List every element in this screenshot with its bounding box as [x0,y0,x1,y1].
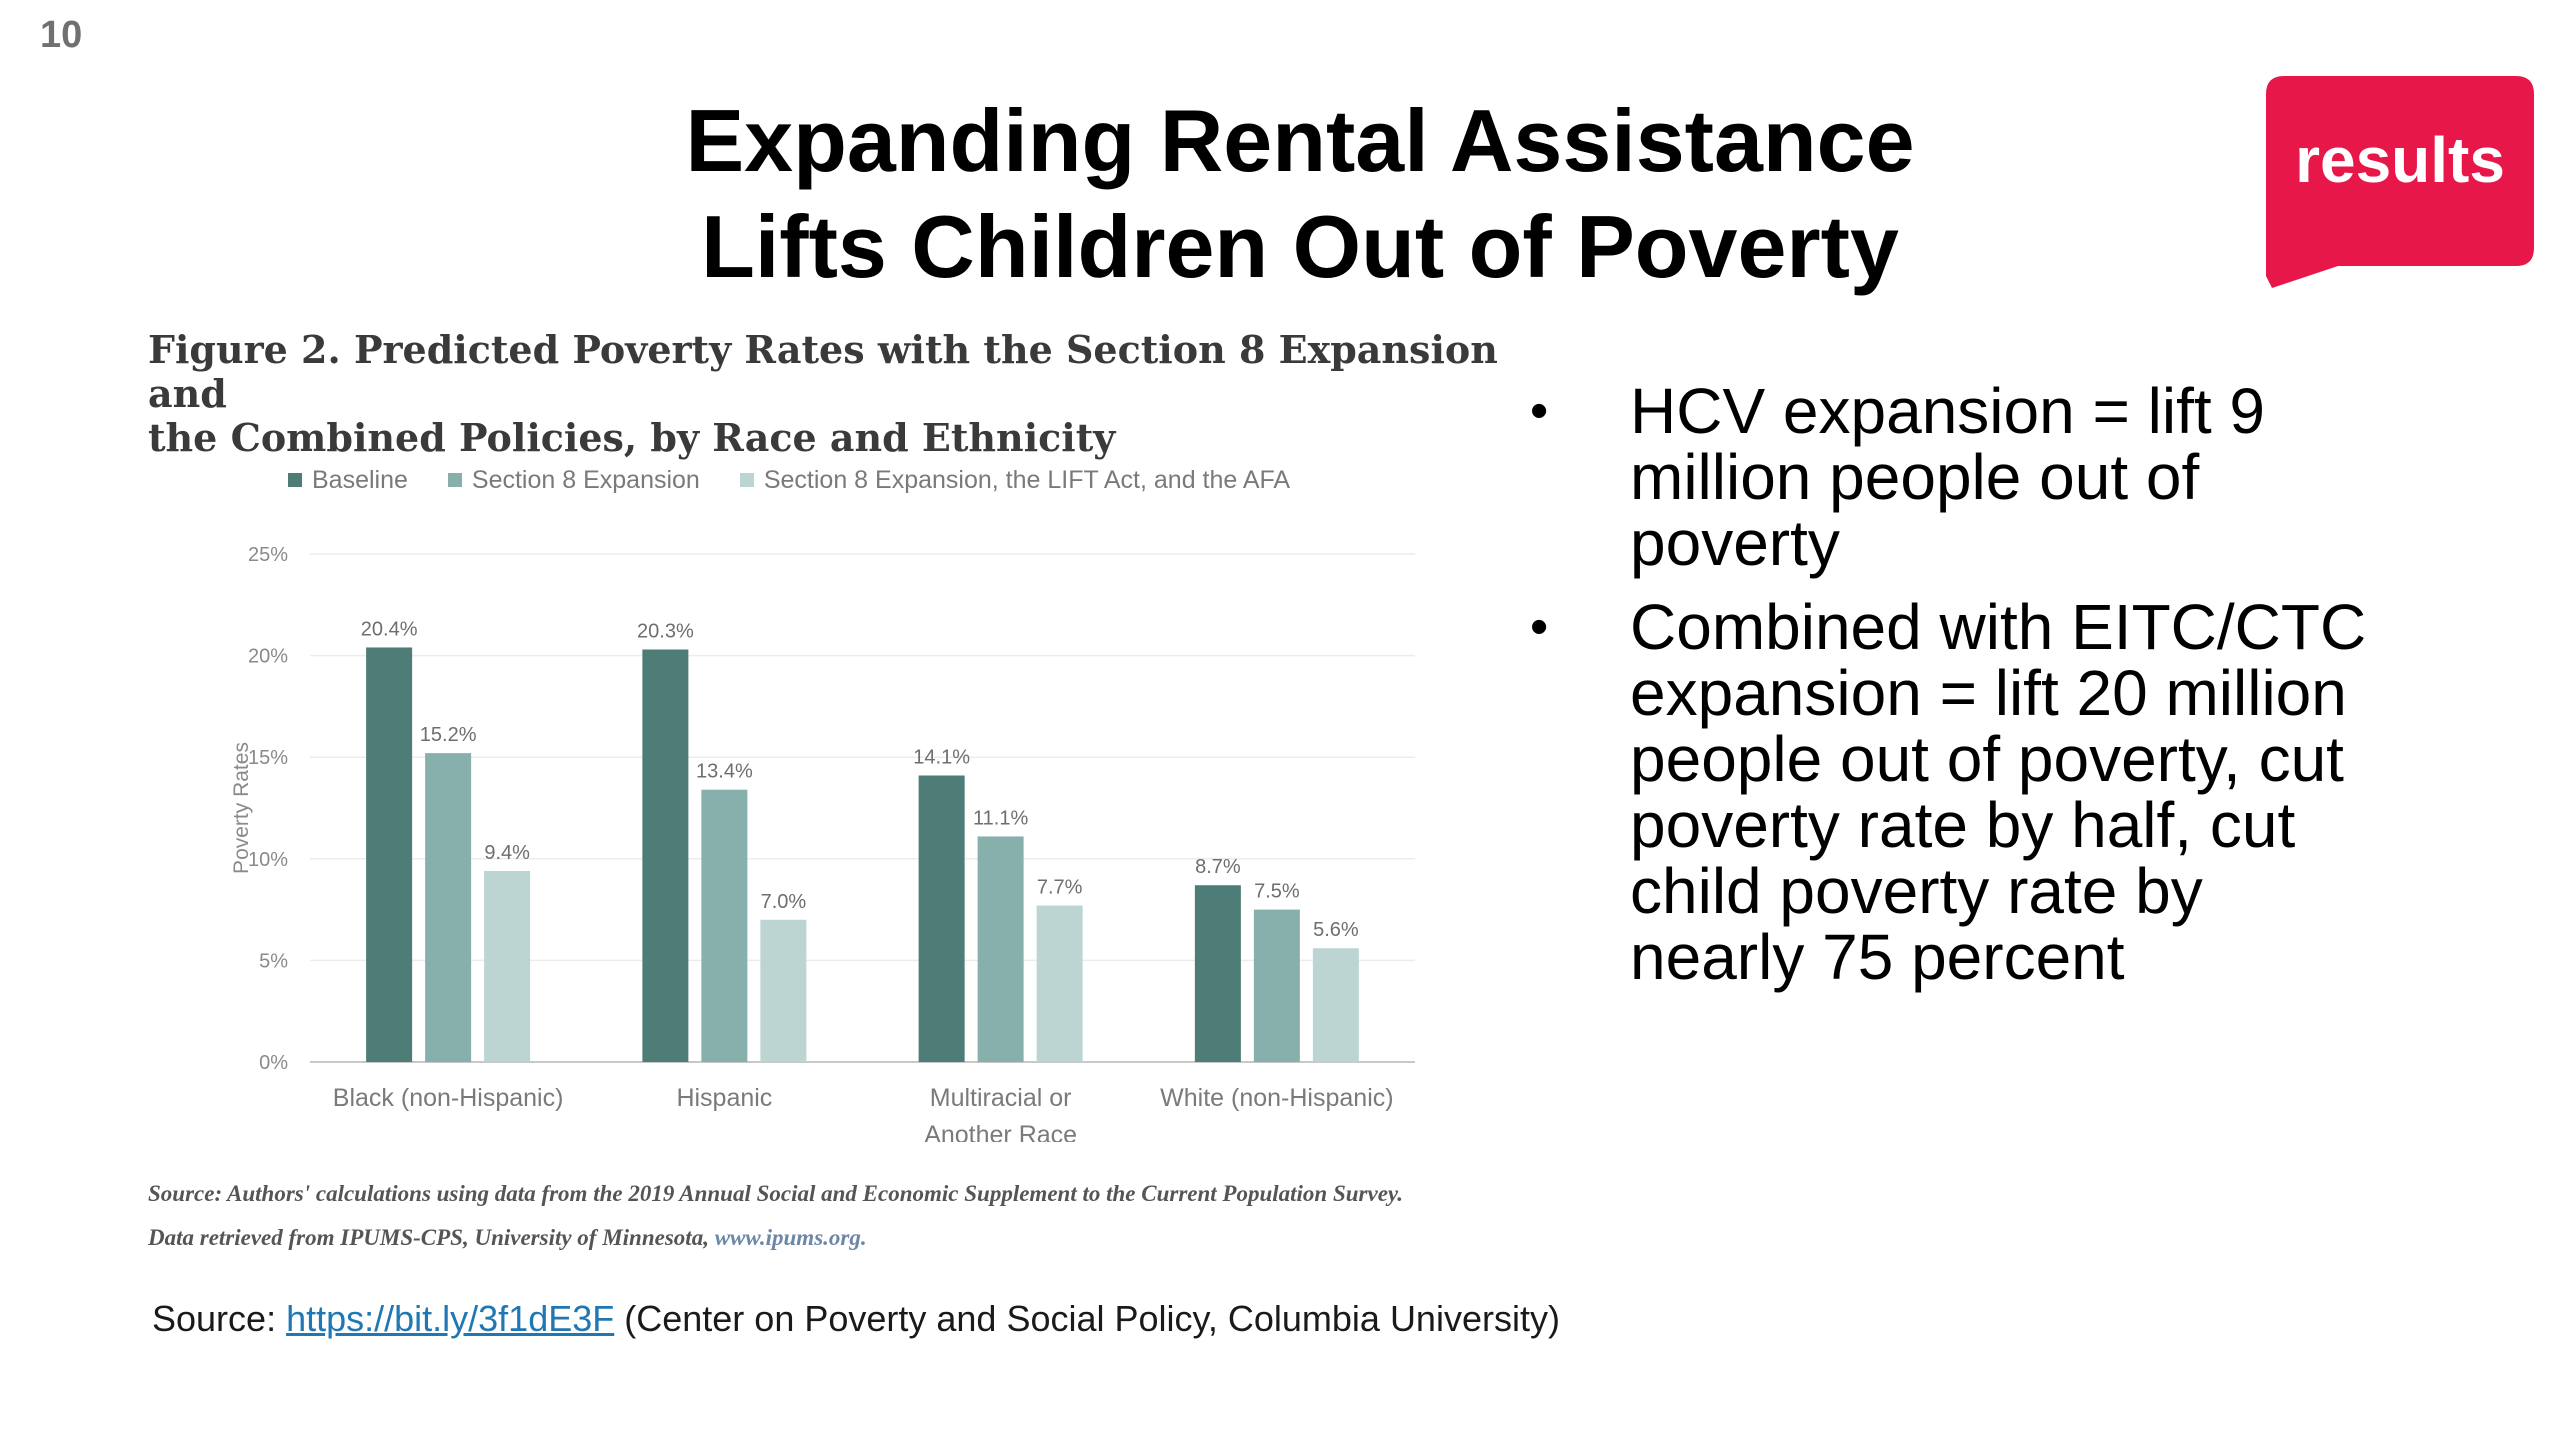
y-tick-label: 20% [248,646,288,668]
bar [701,789,748,1062]
figure-source-note: Source: Authors' calculations using data… [148,1172,1548,1260]
legend-item-section8: Section 8 Expansion [447,465,700,495]
figure-source-text-1: Authors' calculations using data from th… [222,1181,1404,1206]
bar [1036,905,1083,1062]
bar-value-label: 11.1% [973,807,1028,829]
bar [642,649,689,1062]
source-suffix: (Center on Poverty and Social Policy, Co… [614,1298,1560,1339]
results-logo: results [2266,76,2534,288]
slide-source: Source: https://bit.ly/3f1dE3F (Center o… [152,1298,1560,1340]
bar [484,870,531,1062]
bar [977,836,1024,1062]
y-tick-label: 0% [259,1052,288,1074]
legend-swatch-combined [739,473,754,487]
results-logo-text: results [2295,124,2505,196]
title-line-2: Lifts Children Out of Poverty [701,197,1899,296]
legend-swatch-baseline [288,473,302,487]
source-link[interactable]: https://bit.ly/3f1dE3F [286,1298,615,1339]
slide-number: 10 [40,14,83,56]
bullet-dot: • [1530,598,1549,656]
title-line-1: Expanding Rental Assistance [685,91,1915,190]
bar [918,775,965,1062]
bullet-text: HCV expansion = lift 9 million people ou… [1630,375,2265,579]
figure-source-text-2: Data retrieved from IPUMS-CPS, Universit… [148,1225,715,1250]
figure-source-label: Source: [148,1181,223,1206]
y-tick-label: 25% [248,544,288,566]
bar [366,647,413,1062]
bullet-item: • HCV expansion = lift 9 million people o… [1520,378,2380,576]
legend-label-combined: Section 8 Expansion, the LIFT Act, and t… [763,465,1291,494]
bullet-text: Combined with EITC/CTC expansion = lift … [1630,591,2367,993]
bar [760,919,807,1062]
chart-legend: Baseline Section 8 Expansion Section 8 E… [288,462,1290,498]
figure-source-line-1: Source: Authors' calculations using data… [148,1172,1548,1216]
source-label: Source: [152,1298,287,1339]
slide-title: Expanding Rental Assistance Lifts Childr… [560,88,2040,300]
y-tick-label: 15% [248,747,288,769]
bar-value-label: 7.0% [761,891,807,913]
bar-value-label: 14.1% [913,746,970,768]
bar-value-label: 20.4% [361,618,418,640]
bar-value-label: 9.4% [484,842,530,864]
figure-caption: Figure 2. Predicted Poverty Rates with t… [148,328,1528,460]
y-axis-label: Poverty Rates [230,742,253,874]
results-logo-graphic: results [2266,76,2534,288]
bar [1312,948,1359,1062]
legend-label-section8: Section 8 Expansion [471,465,700,494]
bar-value-label: 5.6% [1313,919,1359,941]
bar [1253,909,1300,1062]
bar-value-label: 20.3% [637,621,694,643]
figure-source-line-2: Data retrieved from IPUMS-CPS, Universit… [148,1216,1548,1260]
legend-label-baseline: Baseline [312,465,408,494]
bullet-dot: • [1530,382,1549,440]
y-tick-label: 5% [259,950,288,972]
bar-value-label: 8.7% [1195,856,1241,878]
figure-caption-line-1: Figure 2. Predicted Poverty Rates with t… [148,327,1498,416]
bullet-list: • HCV expansion = lift 9 million people o… [1520,378,2380,1008]
figure-caption-line-2: the Combined Policies, by Race and Ethni… [148,415,1116,460]
legend-swatch-section8 [447,473,462,487]
x-category-label: Multiracial or [930,1084,1072,1112]
figure-source-url: www.ipums.org. [714,1225,867,1250]
y-tick-label: 10% [248,849,288,871]
bar [1194,885,1241,1062]
bullet-item: • Combined with EITC/CTC expansion = lift… [1520,594,2380,990]
legend-item-baseline: Baseline [288,466,408,495]
figure-image: Figure 2. Predicted Poverty Rates with t… [140,322,1520,1262]
bar-value-label: 7.5% [1254,881,1300,903]
bar [425,753,472,1062]
x-category-label: Another Race [924,1121,1077,1142]
x-category-label: Hispanic [676,1084,772,1112]
poverty-rate-bar-chart: 0% 5% 10% 15% 20% 25% Poverty Rates 20.4% 15.2% 9… [230,544,1415,1142]
x-category-label: White (non-Hispanic) [1160,1084,1393,1112]
x-category-label: Black (non-Hispanic) [333,1084,564,1112]
bar-value-label: 7.7% [1037,877,1083,899]
legend-item-combined: Section 8 Expansion, the LIFT Act, and t… [739,465,1291,495]
bar-value-label: 15.2% [420,724,477,746]
bar-value-label: 13.4% [696,761,753,783]
